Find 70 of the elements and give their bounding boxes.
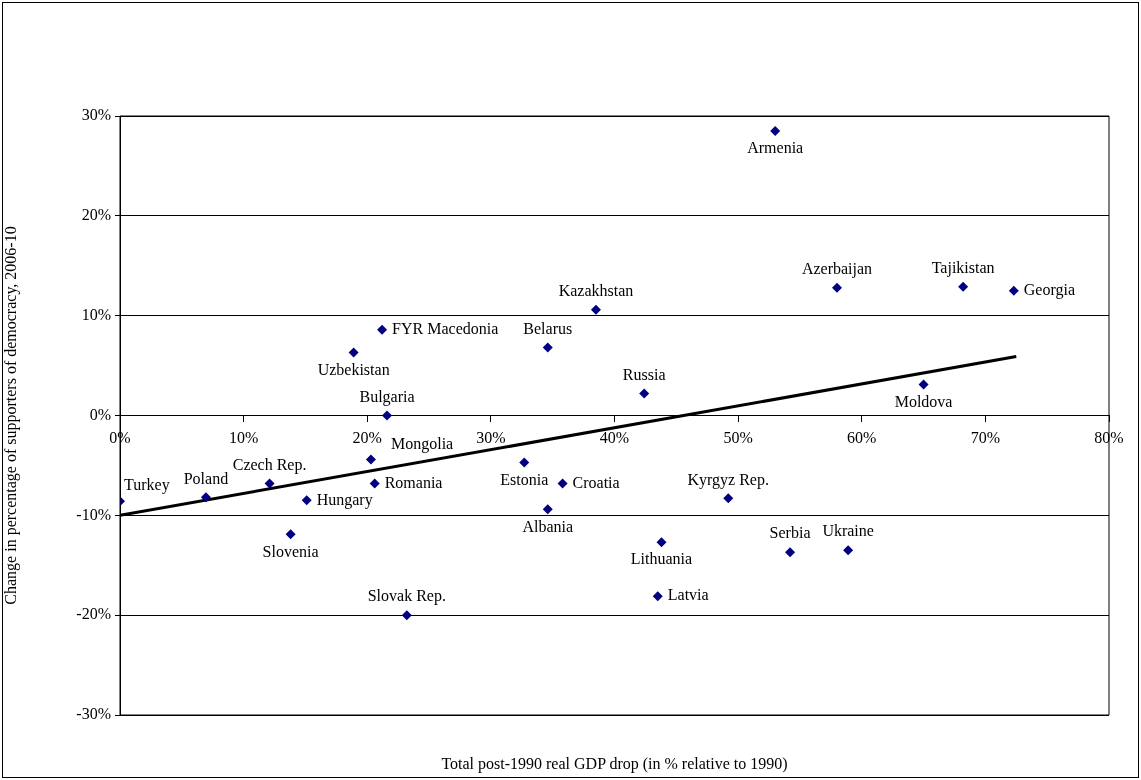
point bbox=[723, 493, 734, 504]
annotation: Estonia bbox=[500, 470, 549, 488]
annotation: Ukraine bbox=[822, 522, 874, 540]
x-tick-label: 20% bbox=[352, 429, 382, 447]
y-tick-label: -10% bbox=[76, 505, 111, 523]
x-tick-label: 70% bbox=[970, 429, 1001, 447]
point bbox=[639, 388, 650, 399]
annotation: Georgia bbox=[1023, 280, 1076, 299]
point bbox=[542, 342, 553, 353]
annotation: Uzbekistan bbox=[317, 360, 390, 378]
annotation: Azerbaijan bbox=[801, 259, 873, 278]
x-axis-title: Total post-1990 real GDP drop (in % relative to 1990) bbox=[441, 755, 788, 774]
point bbox=[770, 125, 781, 136]
point bbox=[542, 504, 553, 515]
point bbox=[200, 492, 211, 503]
point bbox=[652, 591, 663, 602]
annotation: Slovenia bbox=[262, 542, 319, 560]
annotation: Czech Rep. bbox=[232, 455, 307, 474]
annotation: Russia bbox=[622, 365, 666, 383]
annotation: Tajikistan bbox=[931, 258, 995, 277]
annotation: Albania bbox=[522, 517, 574, 535]
x-tick-label: 50% bbox=[723, 429, 753, 447]
point bbox=[918, 379, 929, 390]
annotation: Latvia bbox=[667, 586, 709, 604]
point bbox=[369, 478, 380, 489]
x-tick-label: 30% bbox=[476, 429, 506, 447]
x-tick-label: 10% bbox=[228, 429, 259, 447]
y-tick-label: 0% bbox=[89, 405, 111, 423]
point bbox=[958, 281, 969, 292]
point bbox=[365, 454, 376, 465]
annotation: Lithuania bbox=[630, 550, 693, 568]
x-tick-label: 80% bbox=[1094, 429, 1124, 447]
annotation: Slovak Rep. bbox=[367, 587, 446, 606]
annotation: Romania bbox=[384, 473, 443, 491]
y-tick-label: -20% bbox=[76, 605, 111, 623]
y-tick-label: -30% bbox=[76, 705, 111, 723]
annotation: Mongolia bbox=[390, 434, 454, 453]
point bbox=[285, 529, 296, 540]
annotation: Belarus bbox=[523, 319, 573, 337]
point bbox=[348, 347, 359, 358]
annotation: Poland bbox=[183, 469, 229, 487]
annotation: Hungary bbox=[316, 490, 373, 509]
annotation: Kazakhstan bbox=[558, 281, 634, 299]
annotation: Turkey bbox=[124, 475, 170, 494]
annotation: FYR Macedonia bbox=[392, 319, 499, 337]
annotation: Serbia bbox=[769, 524, 811, 542]
y-tick-label: 10% bbox=[81, 305, 111, 323]
annotation: Croatia bbox=[572, 473, 620, 491]
x-tick-label: 60% bbox=[847, 429, 877, 447]
point bbox=[401, 610, 412, 621]
annotation: Moldova bbox=[894, 392, 953, 410]
point bbox=[301, 495, 312, 506]
annotation: Armenia bbox=[747, 139, 804, 157]
y-tick-label: 30% bbox=[81, 106, 111, 124]
point bbox=[832, 282, 843, 293]
point bbox=[519, 457, 530, 468]
point bbox=[1008, 285, 1019, 296]
point bbox=[843, 545, 854, 556]
point bbox=[656, 537, 667, 548]
annotation: Bulgaria bbox=[359, 387, 415, 406]
point bbox=[264, 478, 275, 489]
point bbox=[557, 478, 568, 489]
point bbox=[377, 324, 388, 335]
point bbox=[590, 304, 601, 315]
annotation: Kyrgyz Rep. bbox=[687, 470, 769, 489]
y-axis-title: Change in percentage of supporters of democracy, 2006-10 bbox=[1, 226, 20, 605]
point bbox=[382, 410, 393, 421]
point bbox=[785, 547, 796, 558]
x-tick-label: 40% bbox=[599, 429, 630, 447]
y-tick-label: 20% bbox=[81, 206, 111, 224]
